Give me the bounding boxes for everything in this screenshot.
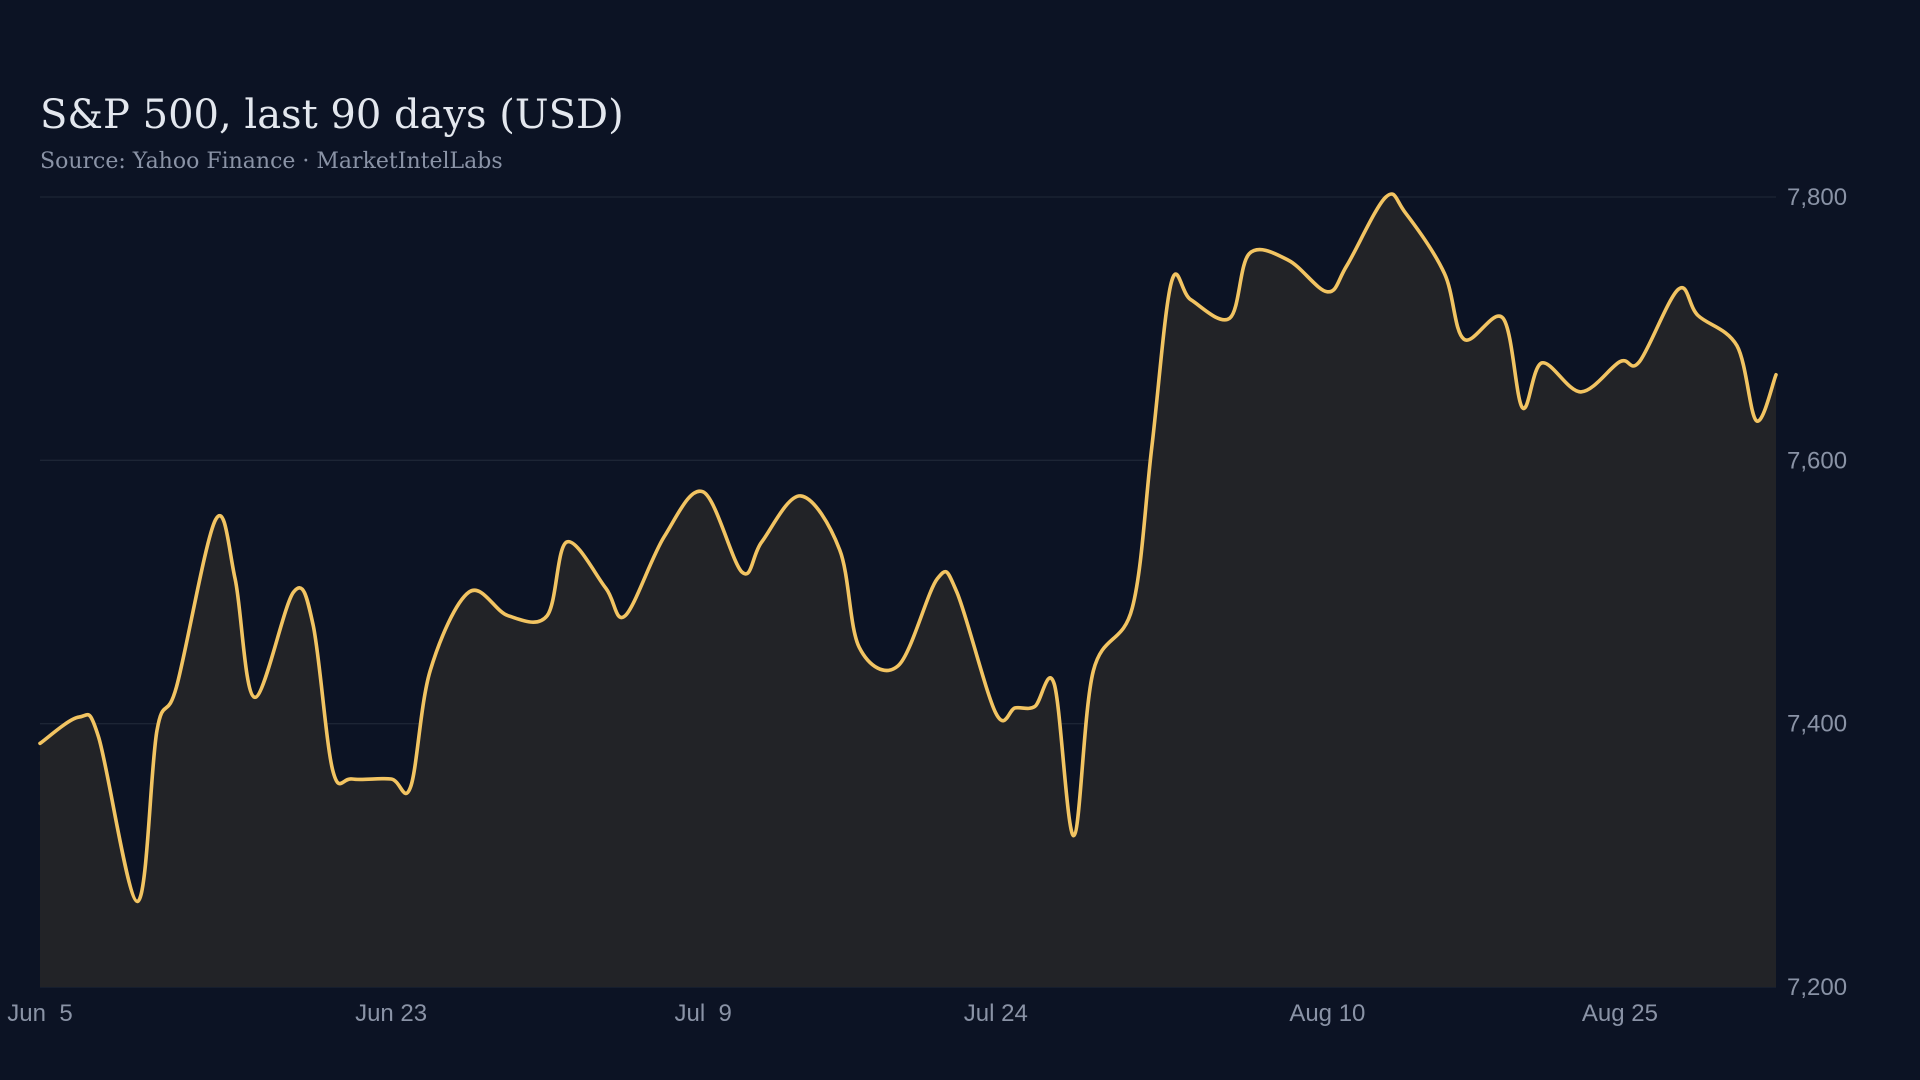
y-tick-label: 7,400 xyxy=(1787,711,1847,738)
y-tick-label: 7,200 xyxy=(1787,974,1847,1001)
x-tick-label: Aug 10 xyxy=(1289,1000,1365,1027)
x-tick-label: Jun 23 xyxy=(355,1000,427,1027)
y-tick-label: 7,800 xyxy=(1787,184,1847,211)
x-tick-label: Jun 5 xyxy=(7,1000,72,1027)
x-tick-label: Jul 24 xyxy=(964,1000,1028,1027)
x-tick-label: Jul 9 xyxy=(675,1000,732,1027)
chart-title: S&P 500, last 90 days (USD) xyxy=(40,92,624,138)
y-axis: 7,200 7,400 7,600 7,800 xyxy=(1787,184,1847,1001)
x-tick-label: Aug 25 xyxy=(1582,1000,1658,1027)
price-line xyxy=(38,192,1778,904)
y-tick-label: 7,600 xyxy=(1787,447,1847,474)
chart-subtitle: Source: Yahoo Finance · MarketIntelLabs xyxy=(40,149,503,174)
x-axis: Jun 5 Jun 23 Jul 9 Jul 24 Aug 10 Aug 25 xyxy=(7,1000,1658,1027)
price-area xyxy=(40,193,1776,988)
